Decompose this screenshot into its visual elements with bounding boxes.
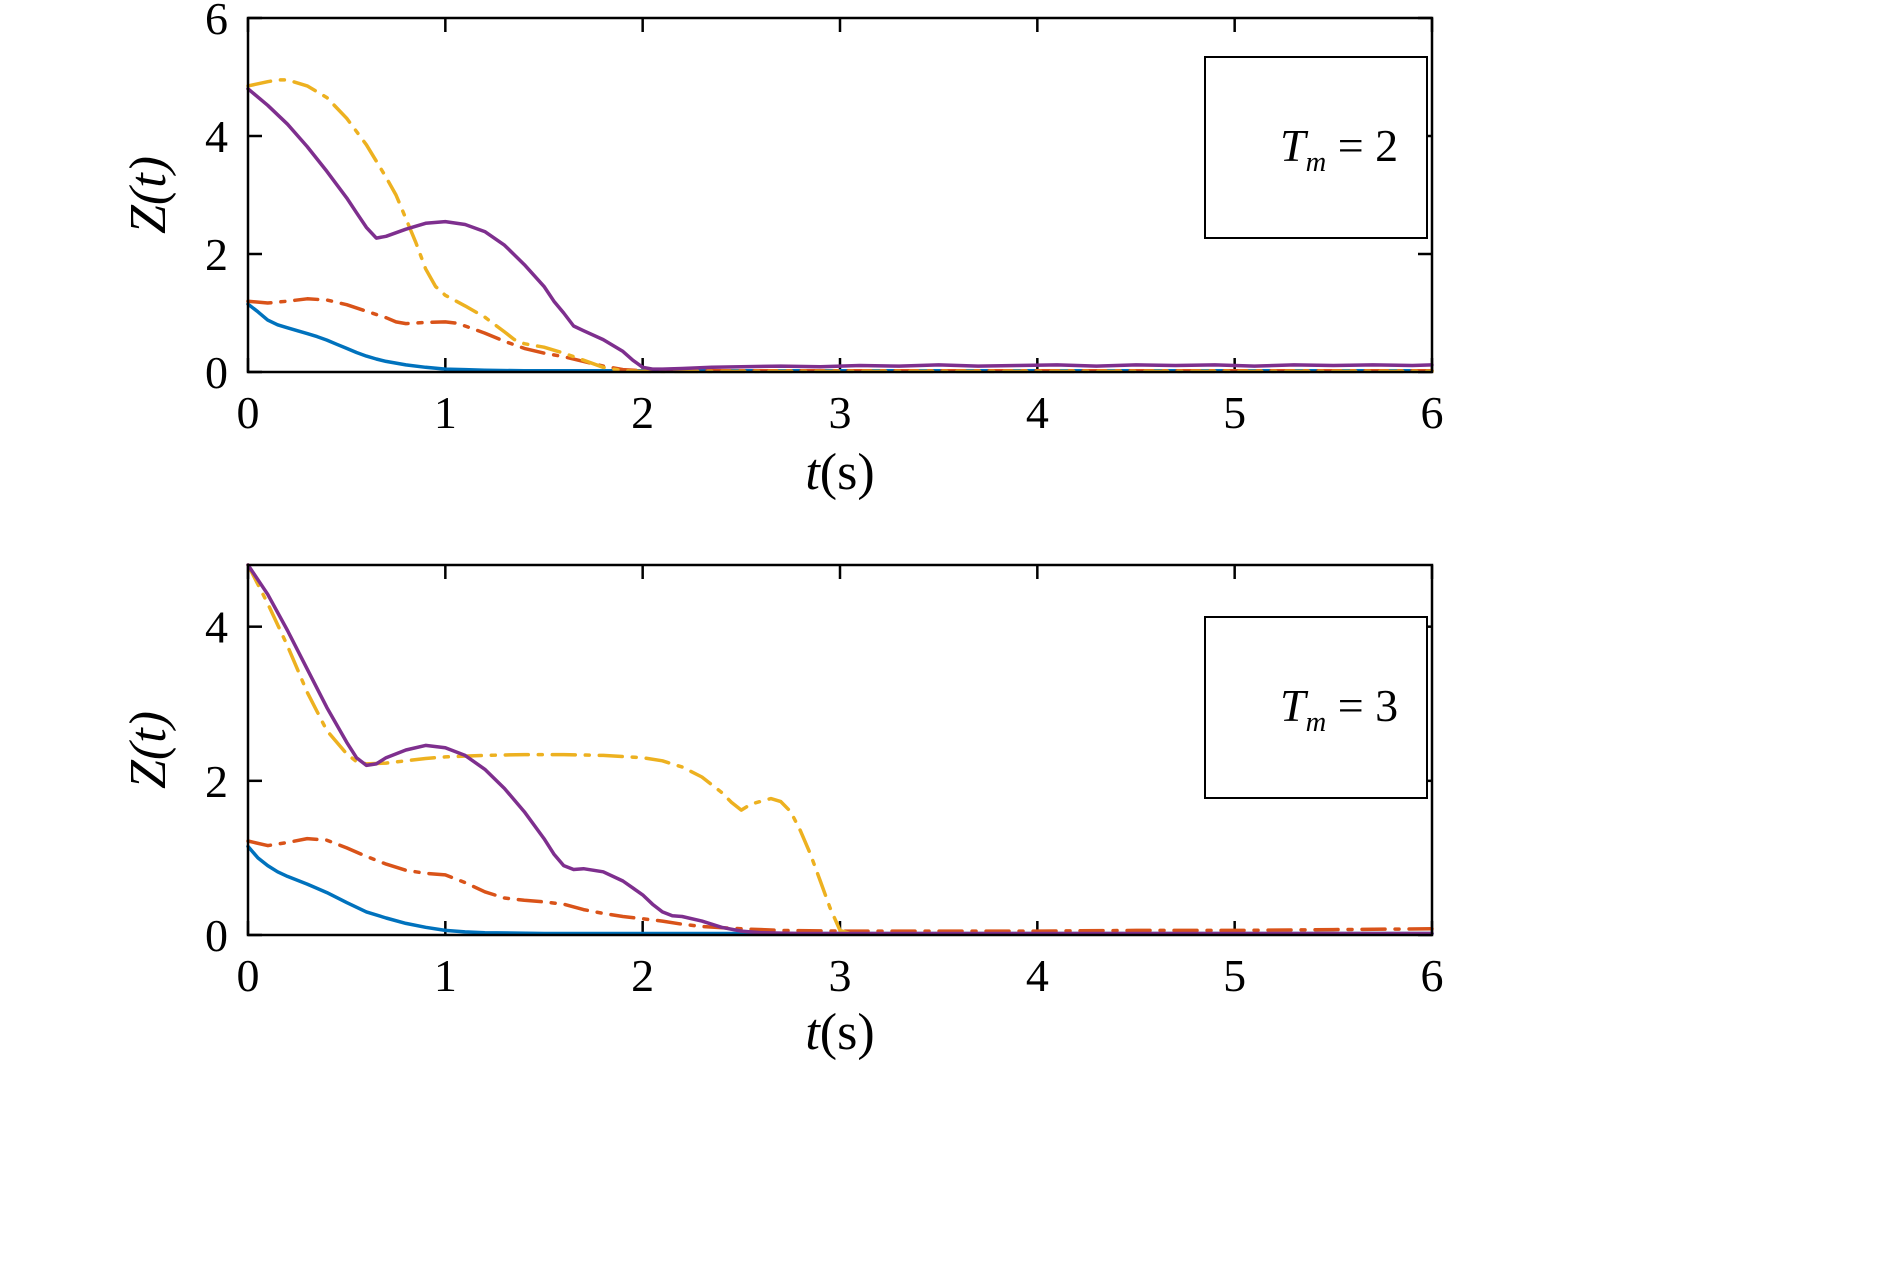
axes-box [246, 563, 1434, 937]
annotation-var: T [1280, 680, 1306, 731]
x-tick-label: 3 [829, 950, 852, 1001]
x-tick-label: 0 [237, 950, 260, 1001]
series-purple-solid [246, 563, 1434, 936]
axes-box [246, 16, 1434, 374]
x-axis-label-top: t (s) [720, 440, 960, 504]
y-axis-label-text: Z(t) [119, 156, 177, 234]
x-tick-label: 0 [237, 387, 260, 438]
annotation-tm3: Tm = 3 [1204, 616, 1429, 799]
y-tick-label: 2 [205, 229, 228, 280]
x-tick-label: 1 [434, 950, 457, 1001]
annotation-var: T [1280, 120, 1306, 171]
series-red-dashdot [246, 297, 1434, 373]
annotation-subscript: m [1305, 707, 1327, 739]
annotation-subscript: m [1305, 147, 1327, 179]
x-tick-label: 4 [1026, 387, 1049, 438]
series-purple-solid [246, 87, 1434, 371]
x-tick-label: 3 [829, 387, 852, 438]
x-tick-label: 2 [631, 387, 654, 438]
y-axis-label-top: Z(t) [116, 75, 180, 315]
y-tick-label: 0 [205, 347, 228, 398]
y-tick-label: 4 [205, 602, 228, 653]
x-tick-label: 2 [631, 950, 654, 1001]
x-tick-label: 6 [1421, 387, 1444, 438]
x-tick-label: 1 [434, 387, 457, 438]
y-tick-label: 6 [205, 0, 228, 44]
annotation-value: = 3 [1326, 680, 1399, 731]
x-axis-label-unit: (s) [819, 443, 875, 501]
x-axis-label-unit: (s) [819, 1003, 875, 1061]
x-axis-label-var: t [805, 1003, 820, 1061]
y-axis-label-bottom: Z(t) [116, 630, 180, 870]
x-tick-label: 5 [1223, 387, 1246, 438]
series-blue-solid [246, 844, 1434, 936]
y-tick-label: 0 [205, 910, 228, 961]
annotation-tm2: Tm = 2 [1204, 56, 1429, 239]
x-tick-label: 4 [1026, 950, 1049, 1001]
y-tick-label: 4 [205, 111, 228, 162]
x-tick-label: 6 [1421, 950, 1444, 1001]
y-tick-label: 2 [205, 756, 228, 807]
x-axis-label-bottom: t (s) [720, 1000, 960, 1064]
y-axis-label-text: Z(t) [119, 711, 177, 789]
series-red-dashdot [246, 836, 1434, 933]
annotation-value: = 2 [1326, 120, 1399, 171]
x-tick-label: 5 [1223, 950, 1246, 1001]
x-axis-label-var: t [805, 443, 820, 501]
